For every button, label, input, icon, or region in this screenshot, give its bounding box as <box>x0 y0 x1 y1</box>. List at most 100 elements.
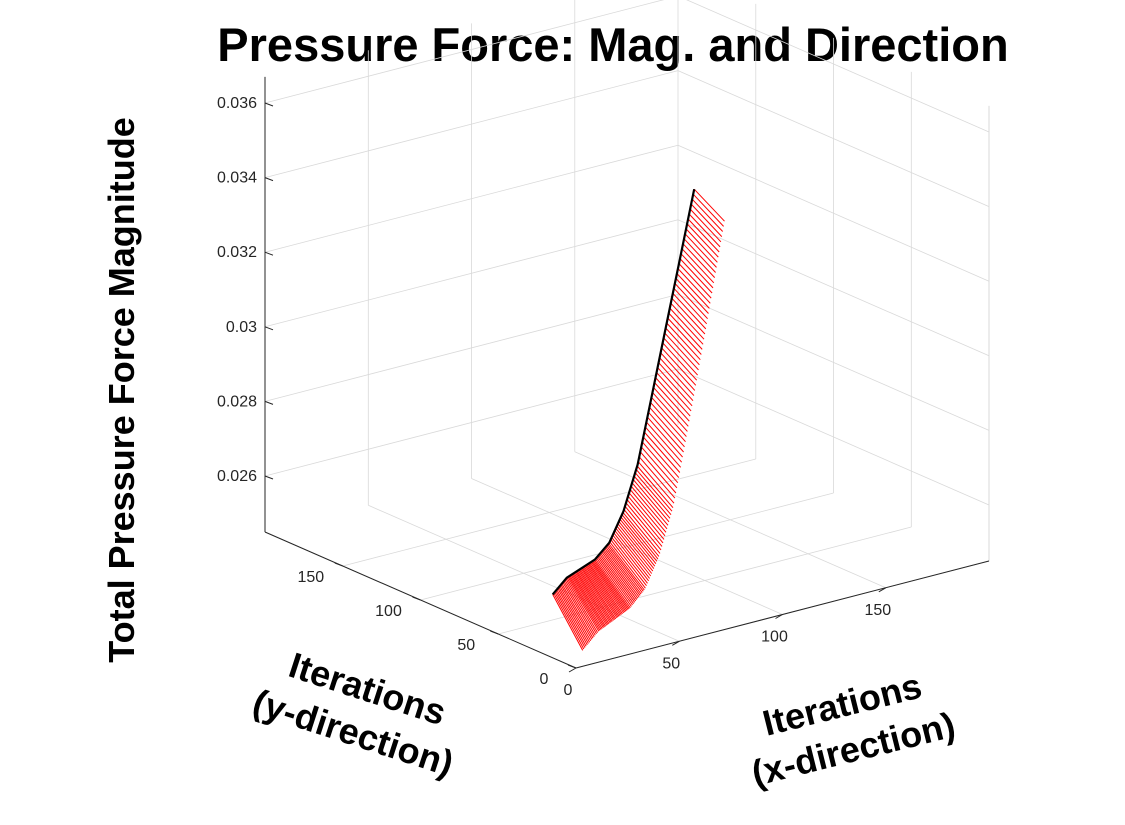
x-tick-label: 0 <box>564 682 573 699</box>
direction-vector <box>558 586 591 643</box>
direction-vector <box>672 292 707 330</box>
direction-vector <box>653 387 689 427</box>
direction-vector <box>637 461 675 504</box>
direction-vector <box>638 456 676 499</box>
back-wall-grid-z <box>264 70 679 178</box>
direction-vector <box>561 583 594 639</box>
direction-vector <box>677 268 711 304</box>
direction-vector <box>610 539 647 587</box>
direction-vector <box>619 518 657 565</box>
direction-vector <box>636 465 674 509</box>
direction-vector <box>647 416 683 458</box>
direction-vector <box>679 258 713 294</box>
direction-vector <box>618 521 656 567</box>
x-tick-mark <box>672 640 680 646</box>
direction-vector <box>640 446 678 489</box>
direction-vector <box>629 489 667 533</box>
direction-vector <box>620 516 658 562</box>
direction-vector <box>567 576 601 631</box>
direction-vector <box>630 485 668 530</box>
direction-vector <box>555 590 587 647</box>
direction-vector <box>617 523 655 569</box>
z-tick-mark <box>264 475 274 480</box>
chart-title: Pressure Force: Mag. and Direction <box>217 18 1008 71</box>
x-tick-label: 150 <box>864 602 891 619</box>
direction-vector <box>583 566 619 618</box>
direction-vector <box>597 556 633 606</box>
direction-vector <box>571 574 605 628</box>
back-wall-grid-z <box>264 144 679 253</box>
direction-vector <box>569 575 603 630</box>
direction-vector <box>645 426 682 468</box>
y-tick-mark <box>334 562 343 567</box>
direction-vector <box>603 549 640 598</box>
direction-vector <box>639 451 677 494</box>
direction-vector <box>678 263 712 299</box>
direction-vector <box>592 560 629 610</box>
direction-vector <box>652 392 688 432</box>
direction-vector <box>687 218 720 253</box>
direction-vector <box>632 479 670 523</box>
z-tick-label: 0.03 <box>226 319 257 336</box>
direction-vector <box>641 441 679 484</box>
back-wall-grid-z <box>264 219 679 328</box>
direction-vector <box>563 580 596 636</box>
direction-vector <box>656 372 692 412</box>
direction-vector <box>633 475 671 519</box>
direction-vector <box>565 578 599 633</box>
direction-vector <box>604 547 641 596</box>
direction-vector <box>621 514 659 560</box>
direction-vector <box>559 585 592 642</box>
z-tick-mark <box>264 102 274 107</box>
direction-vector <box>661 347 697 386</box>
direction-vector <box>595 558 631 609</box>
direction-vector <box>557 588 589 644</box>
direction-vector <box>605 546 642 595</box>
direction-vector <box>587 563 623 615</box>
direction-vector <box>576 570 611 624</box>
z-tick-label: 0.028 <box>217 393 257 410</box>
direction-vector <box>650 401 686 443</box>
side-wall-grid-z <box>677 70 990 207</box>
direction-vector <box>634 472 672 516</box>
direction-vector <box>623 509 661 554</box>
direction-vector <box>635 469 673 512</box>
direction-vector <box>582 566 618 619</box>
direction-vector <box>554 591 586 648</box>
direction-vector <box>553 592 585 650</box>
direction-vector <box>654 382 690 422</box>
direction-vector <box>651 396 687 437</box>
direction-vector <box>670 302 705 340</box>
floor-grid-y <box>498 526 912 635</box>
direction-vector <box>588 562 625 614</box>
side-wall-grid-z <box>677 294 990 431</box>
direction-vector <box>579 568 615 621</box>
x-tick-mark <box>878 587 887 593</box>
direction-vector <box>666 322 701 361</box>
direction-vector <box>660 352 696 391</box>
direction-vector <box>685 228 718 263</box>
direction-vector <box>570 574 604 629</box>
direction-vector <box>643 431 681 473</box>
direction-vector <box>669 307 704 345</box>
direction-vector <box>599 553 636 603</box>
direction-vector <box>598 555 635 604</box>
direction-vector <box>628 492 666 537</box>
direction-vector <box>684 233 717 268</box>
direction-vector <box>615 527 653 574</box>
z-tick-mark <box>264 326 274 331</box>
y-tick-mark <box>490 630 499 635</box>
z-tick-label: 0.034 <box>217 170 257 187</box>
direction-vector <box>578 569 613 622</box>
direction-vector <box>591 560 628 611</box>
x-tick-label: 50 <box>662 655 680 672</box>
direction-vector <box>608 543 645 591</box>
z-axis-title: Total Pressure Force Magnitude <box>101 117 142 662</box>
direction-vector <box>564 579 597 635</box>
direction-vector <box>626 499 664 544</box>
direction-vector <box>693 188 725 222</box>
direction-vector <box>616 525 654 572</box>
direction-vector <box>589 562 626 613</box>
direction-vector <box>581 567 617 620</box>
direction-vector <box>668 312 703 350</box>
